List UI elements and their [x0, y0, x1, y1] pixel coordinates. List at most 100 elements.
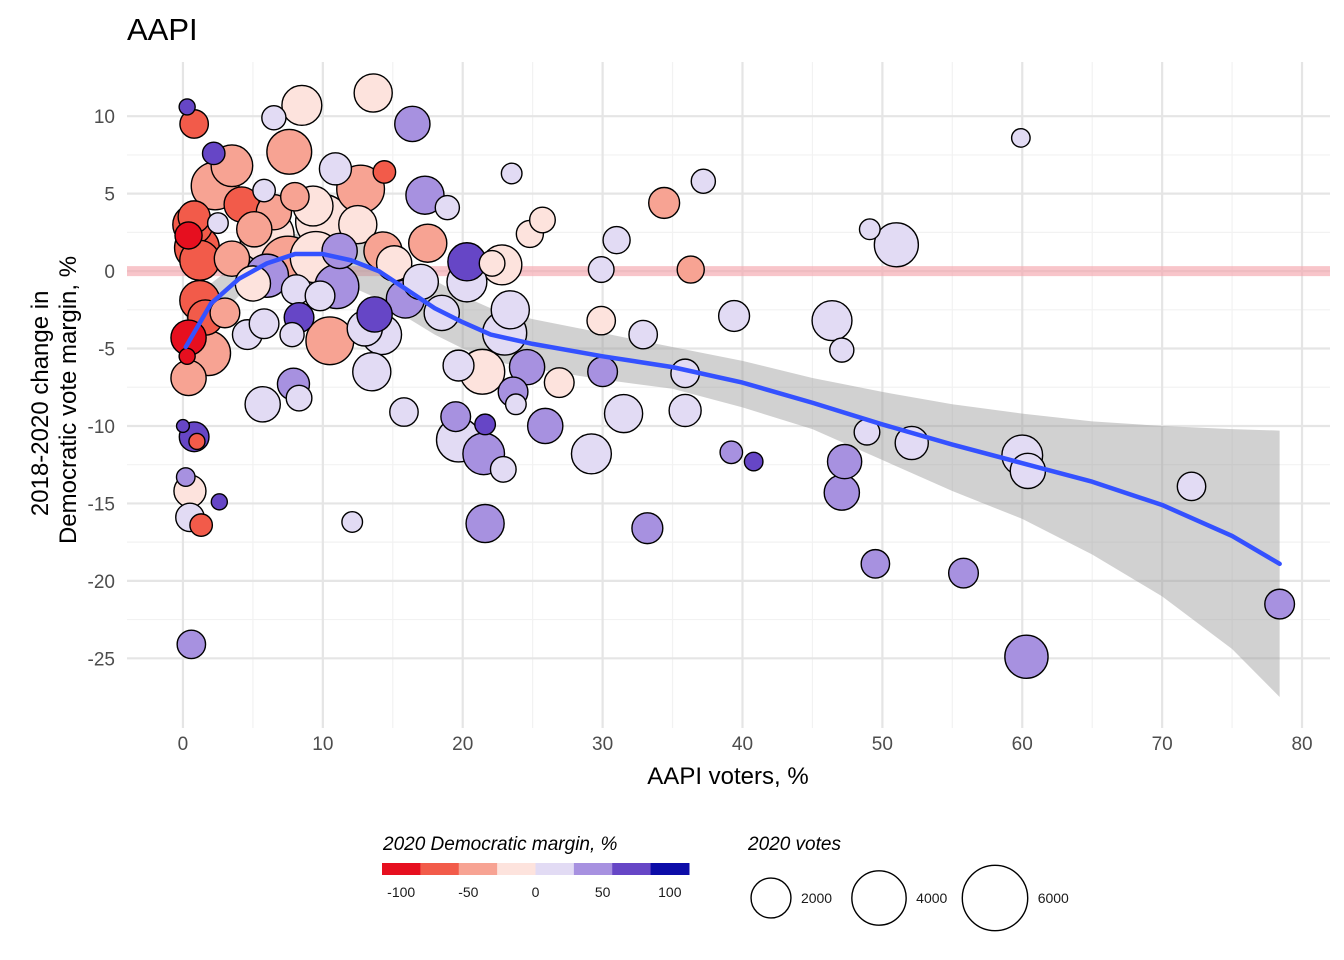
data-point: [823, 474, 861, 511]
data-point: [676, 255, 705, 284]
data-points: [170, 73, 1296, 680]
data-point: [201, 141, 226, 166]
color-legend-bin: [612, 863, 652, 875]
color-legend: 2020 Democratic margin, % -100 -50 0 50 100: [382, 834, 690, 900]
color-legend-label: -50: [458, 884, 478, 900]
x-tick-label: 60: [1012, 734, 1033, 755]
color-legend-label: 0: [532, 884, 540, 900]
data-point: [341, 511, 364, 534]
data-point: [543, 367, 575, 399]
data-point: [252, 178, 277, 203]
y-tick-label: 0: [104, 262, 115, 283]
data-point: [213, 240, 251, 278]
x-tick-label: 30: [592, 734, 613, 755]
data-point: [826, 443, 863, 480]
x-tick-label: 70: [1152, 734, 1173, 755]
color-legend-label: 50: [595, 884, 611, 900]
data-point: [235, 210, 273, 248]
data-point: [266, 128, 313, 175]
data-point: [356, 296, 393, 333]
data-point: [188, 432, 206, 451]
data-point: [210, 493, 229, 511]
data-point: [405, 175, 445, 215]
data-point: [628, 319, 659, 350]
color-legend-bin: [497, 863, 536, 875]
data-point: [408, 223, 448, 263]
loess-line: [183, 251, 1282, 567]
data-point: [586, 305, 617, 336]
data-point: [1264, 588, 1296, 620]
data-point: [717, 299, 751, 333]
data-point: [175, 418, 191, 434]
data-point: [248, 308, 280, 340]
y-tick-label: 10: [94, 107, 115, 128]
data-point: [174, 221, 203, 250]
data-point: [602, 225, 631, 255]
data-point: [389, 397, 419, 427]
data-point: [465, 503, 505, 544]
color-legend-bin: [382, 863, 421, 875]
data-point: [318, 152, 353, 186]
smooth-line: [183, 251, 1282, 567]
data-point: [587, 256, 615, 284]
data-point: [352, 352, 392, 392]
data-point: [244, 385, 281, 423]
data-point: [743, 451, 764, 472]
data-point: [189, 513, 214, 538]
x-tick-label: 10: [312, 734, 333, 755]
data-point: [321, 232, 358, 270]
data-point: [281, 84, 323, 127]
color-legend-bin: [420, 863, 460, 875]
data-point: [526, 407, 564, 445]
data-point: [304, 280, 336, 312]
y-tick-label: -25: [88, 649, 115, 670]
data-point: [474, 413, 497, 436]
smooth-confidence-band: [185, 230, 1280, 698]
data-point: [261, 105, 287, 131]
x-tick-label: 50: [872, 734, 893, 755]
y-axis-title-line2: Democratic vote margin, %: [55, 256, 82, 544]
data-point: [209, 297, 241, 329]
color-legend-bin: [535, 863, 575, 875]
data-point: [394, 105, 431, 143]
data-point: [528, 206, 556, 234]
data-point: [353, 73, 393, 113]
color-legend-label: -100: [387, 884, 415, 900]
data-point: [860, 548, 891, 579]
color-legend-bin: [573, 863, 613, 875]
data-point: [690, 168, 717, 195]
data-point: [719, 440, 744, 465]
data-point: [490, 290, 531, 330]
data-point: [668, 393, 702, 428]
y-axis-title: 2018-2020 change in Democratic vote marg…: [27, 256, 82, 544]
y-tick-label: -10: [88, 417, 115, 438]
size-legend-label: 2000: [801, 890, 832, 906]
data-point: [489, 455, 517, 483]
data-point: [1176, 471, 1207, 502]
size-legend-key: [851, 870, 907, 926]
data-point: [1009, 452, 1047, 490]
data-point: [811, 300, 853, 342]
size-legend-key: [961, 864, 1029, 932]
data-point: [178, 347, 196, 365]
size-legend-label: 4000: [916, 890, 947, 906]
color-legend-bin: [458, 863, 498, 875]
data-point: [648, 186, 681, 220]
x-tick-labels: 0 10 20 30 40 50 60 70 80: [178, 734, 1313, 755]
x-tick-label: 40: [732, 734, 753, 755]
x-axis-title: AAPI voters, %: [647, 763, 808, 790]
data-point: [603, 393, 644, 434]
size-legend-title: 2020 votes: [747, 834, 841, 855]
data-point: [478, 249, 506, 277]
y-tick-label: -15: [88, 494, 115, 515]
data-point: [206, 212, 229, 235]
data-point: [508, 348, 546, 386]
y-tick-labels: 10 5 0 -5 -10 -15 -20 -25: [88, 107, 115, 670]
data-point: [285, 384, 313, 412]
data-point: [175, 467, 196, 488]
data-point: [442, 349, 475, 382]
data-point: [570, 433, 613, 475]
x-tick-label: 20: [452, 734, 473, 755]
data-point: [279, 321, 305, 348]
